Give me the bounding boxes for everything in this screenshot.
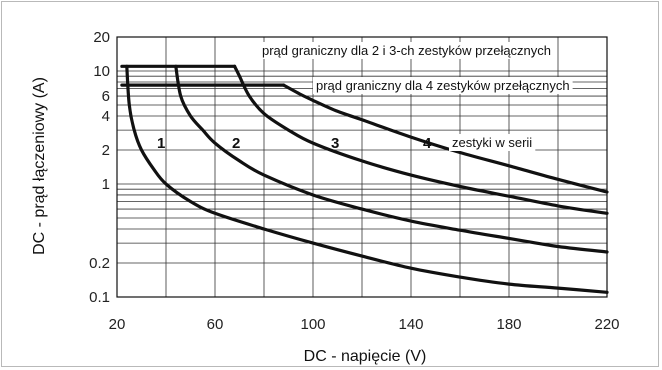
series-line-3 xyxy=(233,64,609,215)
y-tick-labels: 0.1 0.2 1 2 4 6 10 20 xyxy=(89,29,110,306)
y-tick-label: 0.1 xyxy=(89,289,110,306)
x-tick-label: 220 xyxy=(594,316,619,333)
y-tick-label: 20 xyxy=(93,29,110,46)
series-line-4 xyxy=(282,83,609,194)
y-tick-label: 10 xyxy=(93,63,110,80)
limit-label: prąd graniczny dla 4 zestyków przełączny… xyxy=(316,78,570,93)
y-tick-label: 1 xyxy=(102,176,110,193)
x-tick-label: 60 xyxy=(207,316,224,333)
plot-border xyxy=(116,36,608,298)
curves xyxy=(125,64,609,294)
series-line-2 xyxy=(174,64,609,254)
x-tick-label: 100 xyxy=(300,316,325,333)
curve-number: 2 xyxy=(232,135,240,152)
curve-number: 1 xyxy=(157,135,165,152)
limit-label-bg xyxy=(259,42,555,59)
y-tick-label: 0.2 xyxy=(89,255,110,272)
curve-number: 3 xyxy=(331,135,339,152)
limit-label: prąd graniczny dla 2 i 3-ch zestyków prz… xyxy=(262,43,551,58)
limit-lines xyxy=(120,64,286,87)
limit-label-bg xyxy=(313,77,573,94)
annotation-label: zestyki w serii xyxy=(452,135,532,150)
y-axis-label: DC - prąd łączeniowy (A) xyxy=(31,77,48,255)
annotation-label-bg xyxy=(449,134,536,151)
x-tick-label: 180 xyxy=(496,316,521,333)
curve-number: 4 xyxy=(423,135,432,152)
x-tick-label: 20 xyxy=(109,316,126,333)
y-tick-label: 6 xyxy=(102,88,110,105)
x-tick-label: 140 xyxy=(398,316,423,333)
y-tick-label: 4 xyxy=(102,108,110,125)
x-axis-label: DC - napięcie (V) xyxy=(304,348,427,365)
series-line-1 xyxy=(125,64,609,294)
grid xyxy=(116,36,608,298)
x-tick-labels: 20 60 100 140 180 220 xyxy=(109,316,620,333)
curve-numbers: 1 2 3 4 xyxy=(157,135,432,152)
y-tick-label: 2 xyxy=(102,142,110,159)
limit-labels: prąd graniczny dla 2 i 3-ch zestyków prz… xyxy=(259,42,573,151)
